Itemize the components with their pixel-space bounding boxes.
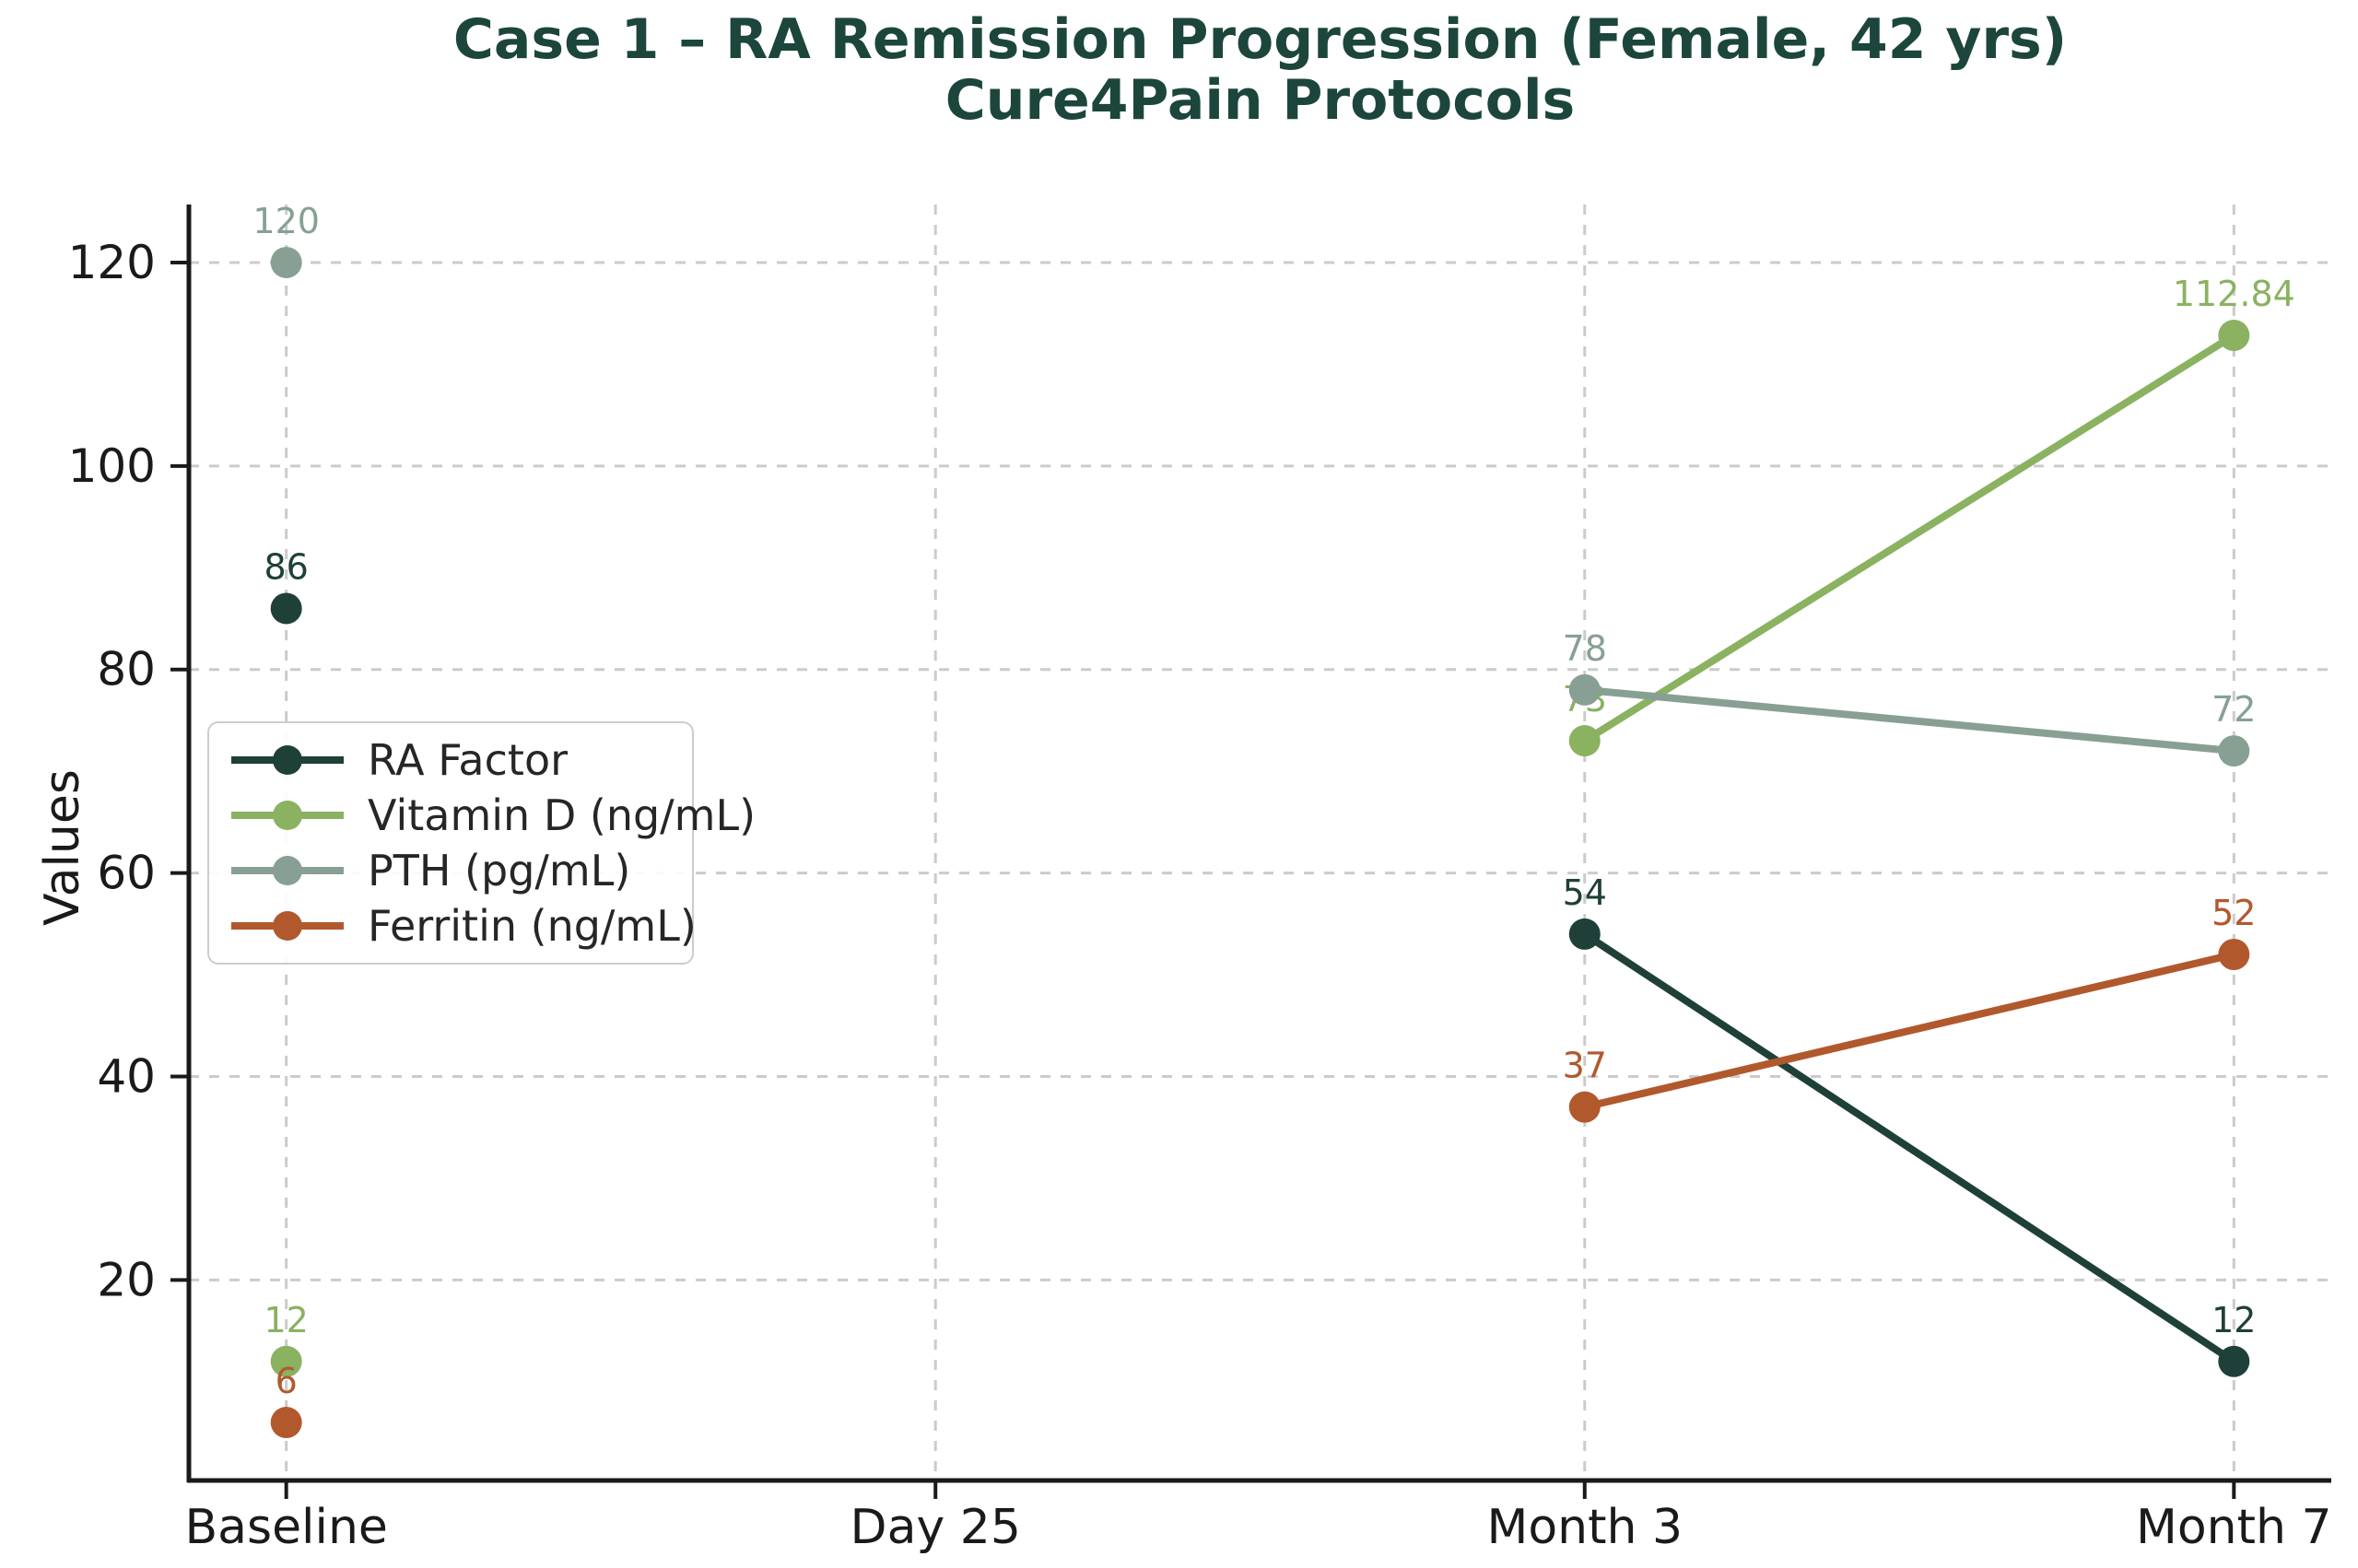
legend-label: Vitamin D (ng/mL): [368, 790, 757, 840]
y-tick-label: 20: [97, 1253, 156, 1306]
data-point[interactable]: [270, 1345, 302, 1377]
legend-marker-pth-icon: [231, 856, 344, 885]
legend-marker-ra-factor-icon: [231, 745, 344, 775]
x-tick-label: Month 7: [2136, 1500, 2332, 1555]
data-point[interactable]: [1568, 673, 1601, 706]
x-tick-label: Month 3: [1486, 1500, 1683, 1555]
legend-marker-ferritin-icon: [231, 911, 344, 941]
chart-subtitle: Cure4Pain Protocols: [944, 68, 1576, 133]
series-ferritin-ng-ml: 6 37 52: [270, 893, 2256, 1439]
series-line: [1584, 685, 2235, 755]
data-point[interactable]: [2218, 938, 2250, 970]
legend-item-vitamin-d[interactable]: Vitamin D (ng/mL): [228, 789, 756, 842]
series-line: [1582, 930, 2236, 1365]
legend-item-ferritin[interactable]: Ferritin (ng/mL): [228, 899, 697, 953]
point-value-label: 112.84: [2173, 274, 2295, 314]
point-value-label: 72: [2211, 689, 2256, 730]
y-tick-label: 40: [97, 1050, 156, 1104]
x-tick-label: Baseline: [184, 1500, 387, 1555]
point-value-label: 54: [1563, 872, 1607, 913]
legend-marker-vitamin-d-icon: [231, 801, 344, 830]
series-line: [1582, 332, 2236, 744]
axes-spines: [170, 205, 2331, 1499]
y-tick-label: 120: [68, 236, 156, 289]
data-point[interactable]: [1568, 1091, 1601, 1123]
data-point[interactable]: [1568, 725, 1601, 757]
tick-labels: 20 40 60 80 100 120 Baseline Day 25 Month 3 Month…: [68, 236, 2332, 1555]
legend-item-ra-factor[interactable]: RA Factor: [228, 733, 674, 787]
legend-label: PTH (pg/mL): [368, 846, 631, 895]
legend-label: RA Factor: [368, 735, 568, 785]
point-value-label: 12: [2211, 1300, 2256, 1340]
y-tick-label: 80: [97, 643, 156, 696]
point-value-label: 37: [1563, 1046, 1607, 1086]
point-value-label: 120: [252, 201, 320, 241]
data-point[interactable]: [2218, 320, 2250, 352]
x-tick-label: Day 25: [851, 1500, 1021, 1555]
y-tick-label: 60: [97, 847, 156, 900]
legend: RA Factor Vitamin D (ng/mL) PTH (pg/mL) …: [207, 721, 756, 965]
data-point[interactable]: [2218, 735, 2250, 767]
point-value-label: 6: [276, 1361, 298, 1401]
series-line: [1583, 951, 2235, 1111]
data-point[interactable]: [270, 1407, 302, 1439]
y-tick-label: 100: [68, 439, 156, 493]
point-value-label: 86: [264, 546, 309, 587]
gridlines: [189, 205, 2331, 1480]
legend-item-pth[interactable]: PTH (pg/mL): [228, 844, 674, 897]
chart-title: Case 1 – RA Remission Progression (Femal…: [452, 7, 2068, 72]
point-value-label: 52: [2211, 893, 2256, 933]
series-vitamin-d-ng-ml: 1273112.84: [264, 274, 2295, 1377]
series-pth-pg-ml: 120 78 72: [252, 201, 2256, 767]
data-point[interactable]: [2218, 1345, 2250, 1377]
legend-label: Ferritin (ng/mL): [368, 901, 697, 951]
series-ra-factor: 86 54 12: [264, 546, 2256, 1377]
point-value-label: 78: [1563, 628, 1607, 669]
title-block: Case 1 – RA Remission Progression (Femal…: [189, 9, 2331, 131]
data-point[interactable]: [1568, 918, 1601, 950]
data-point[interactable]: [270, 246, 302, 278]
point-value-label: 12: [264, 1300, 309, 1340]
data-point[interactable]: [270, 592, 302, 625]
